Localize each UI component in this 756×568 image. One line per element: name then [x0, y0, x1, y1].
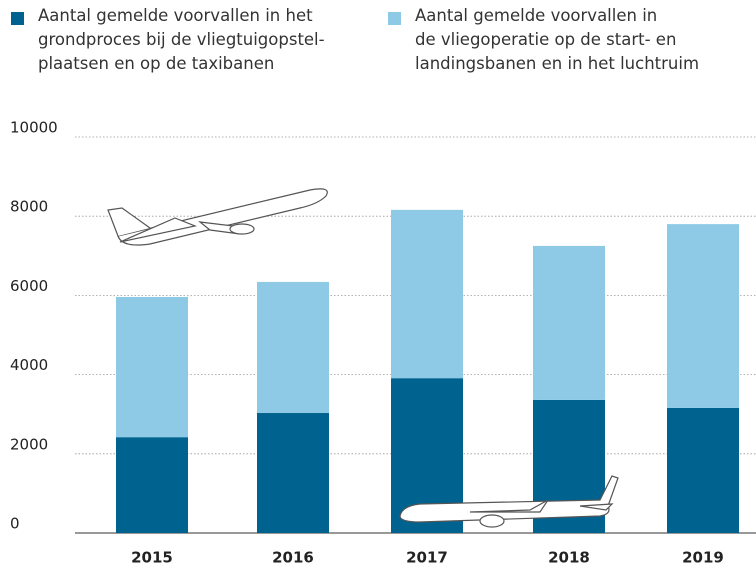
legend-item: Aantal gemelde voorvallen in het grondpr…	[11, 4, 325, 76]
y-tick-label: 10000	[10, 119, 58, 137]
legend-swatch	[11, 12, 24, 25]
bar-segment	[116, 297, 188, 437]
bar-segment	[391, 210, 463, 378]
x-tick-label: 2019	[682, 549, 724, 567]
bar-segment	[667, 408, 739, 533]
bar-segment	[667, 224, 739, 408]
bar-segment	[257, 282, 329, 413]
y-tick-label: 8000	[10, 198, 48, 216]
x-tick-label: 2015	[131, 549, 173, 567]
legend-swatch	[388, 12, 401, 25]
bar-segment	[533, 246, 605, 400]
x-tick-label: 2017	[406, 549, 448, 567]
y-tick-label: 4000	[10, 356, 48, 374]
chart-page: 0 2000 4000 6000 8000 10000 2015 2016 2017 2018 20…	[0, 0, 756, 568]
legend-label: Aantal gemelde voorvallen in het grondpr…	[38, 4, 325, 76]
legend-item: Aantal gemelde voorvallen in de vliegope…	[388, 4, 699, 76]
bar-segment	[116, 437, 188, 533]
bars	[116, 210, 739, 533]
x-tick-label: 2018	[548, 549, 590, 567]
x-tick-label: 2016	[272, 549, 314, 567]
legend-label: Aantal gemelde voorvallen in de vliegope…	[415, 4, 699, 76]
bar-segment	[257, 413, 329, 533]
plane-illustration	[108, 189, 327, 245]
y-tick-label: 6000	[10, 277, 48, 295]
y-tick-label: 0	[10, 515, 20, 533]
chart: 0 2000 4000 6000 8000 10000 2015 2016 2017 2018 20…	[0, 0, 756, 568]
y-tick-label: 2000	[10, 435, 48, 453]
